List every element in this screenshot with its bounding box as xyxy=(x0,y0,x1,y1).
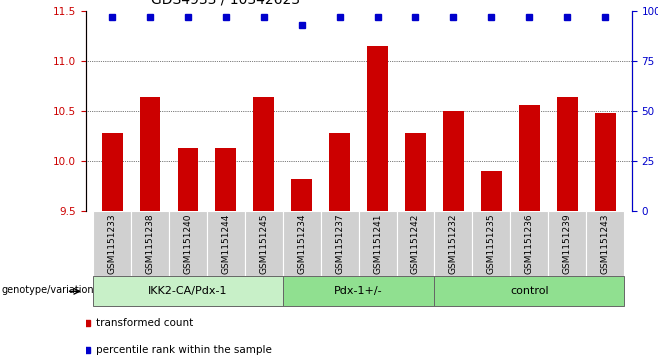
Bar xyxy=(329,133,350,211)
Bar xyxy=(253,97,274,211)
Text: percentile rank within the sample: percentile rank within the sample xyxy=(97,344,272,355)
Text: GSM1151236: GSM1151236 xyxy=(525,214,534,274)
Text: GSM1151238: GSM1151238 xyxy=(145,214,155,274)
Text: GSM1151233: GSM1151233 xyxy=(108,214,116,274)
Bar xyxy=(557,97,578,211)
Bar xyxy=(131,211,169,276)
Text: transformed count: transformed count xyxy=(97,318,193,328)
Bar xyxy=(434,211,472,276)
Bar xyxy=(443,111,464,211)
Bar xyxy=(101,133,122,211)
Text: GSM1151240: GSM1151240 xyxy=(184,214,192,274)
Text: GSM1151241: GSM1151241 xyxy=(373,214,382,274)
Text: GSM1151237: GSM1151237 xyxy=(335,214,344,274)
Bar xyxy=(481,171,502,211)
Bar xyxy=(178,148,198,211)
Bar xyxy=(434,277,624,306)
Text: GSM1151244: GSM1151244 xyxy=(221,214,230,274)
Text: Pdx-1+/-: Pdx-1+/- xyxy=(334,286,383,296)
Text: GSM1151245: GSM1151245 xyxy=(259,214,268,274)
Bar xyxy=(207,211,245,276)
Bar xyxy=(245,211,283,276)
Bar xyxy=(548,211,586,276)
Bar xyxy=(283,211,320,276)
Text: GSM1151232: GSM1151232 xyxy=(449,214,458,274)
Bar xyxy=(93,277,283,306)
Bar xyxy=(320,211,359,276)
Text: control: control xyxy=(510,286,549,296)
Bar xyxy=(169,211,207,276)
Text: GSM1151242: GSM1151242 xyxy=(411,214,420,274)
Bar xyxy=(472,211,511,276)
Text: GSM1151234: GSM1151234 xyxy=(297,214,306,274)
Bar xyxy=(367,46,388,211)
Text: GSM1151235: GSM1151235 xyxy=(487,214,496,274)
Bar xyxy=(586,211,624,276)
Bar xyxy=(93,211,131,276)
Text: IKK2-CA/Pdx-1: IKK2-CA/Pdx-1 xyxy=(148,286,228,296)
Bar xyxy=(405,133,426,211)
Bar xyxy=(215,148,236,211)
Text: GSM1151239: GSM1151239 xyxy=(563,214,572,274)
Bar xyxy=(283,277,434,306)
Text: GSM1151243: GSM1151243 xyxy=(601,214,609,274)
Bar xyxy=(511,211,548,276)
Bar xyxy=(595,113,616,211)
Text: GDS4933 / 10342623: GDS4933 / 10342623 xyxy=(151,0,300,7)
Text: genotype/variation: genotype/variation xyxy=(2,285,94,295)
Bar xyxy=(359,211,397,276)
Bar xyxy=(519,105,540,211)
Bar xyxy=(291,179,312,211)
Bar xyxy=(139,97,161,211)
Bar xyxy=(397,211,434,276)
